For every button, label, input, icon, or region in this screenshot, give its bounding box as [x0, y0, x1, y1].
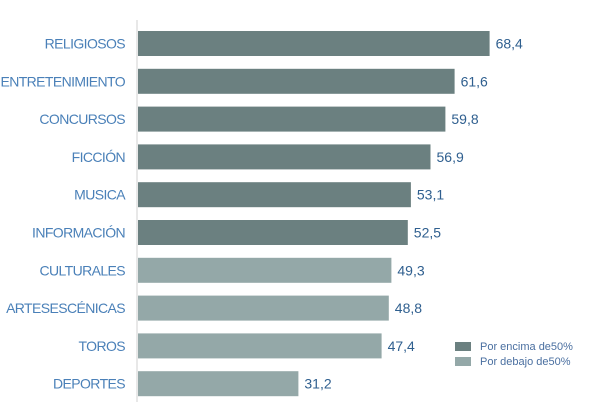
bar-7 [138, 295, 389, 321]
legend: Por encima de50% Por debajo de50% [455, 341, 573, 368]
category-label: ENTRETENIMIENTO [0, 73, 125, 89]
bar-8 [138, 333, 382, 359]
value-label: 59,8 [451, 111, 478, 127]
legend-label-above: Por encima de50% [480, 341, 573, 353]
bar-0 [138, 31, 490, 56]
bar-4 [138, 182, 411, 208]
category-label: RELIGIOSOS [45, 36, 126, 52]
bar-2 [138, 106, 446, 132]
category-label: FICCIÓN [72, 149, 125, 165]
legend-label-below: Por debajo de50% [480, 356, 571, 368]
bars-group: RELIGIOSOS 68,4 ENTRETENIMIENTO 61,6 CONCURS… [0, 31, 523, 397]
value-label: 52,5 [414, 225, 441, 241]
category-label: TOROS [78, 338, 125, 354]
value-label: 31,2 [304, 376, 331, 392]
category-label: INFORMACIÓN [32, 225, 125, 241]
value-label: 56,9 [437, 149, 464, 165]
category-label: DEPORTES [53, 376, 125, 392]
legend-swatch-below [455, 357, 471, 366]
value-label: 61,6 [461, 73, 488, 89]
category-label: CONCURSOS [39, 111, 125, 127]
value-label: 53,1 [417, 187, 444, 203]
bar-1 [138, 68, 455, 94]
bar-3 [138, 144, 431, 170]
value-label: 48,8 [395, 300, 422, 316]
category-label: MUSICA [74, 187, 126, 203]
category-label: CULTURALES [39, 262, 125, 278]
value-label: 49,3 [397, 262, 424, 278]
bar-6 [138, 257, 392, 283]
legend-swatch-above [455, 342, 471, 351]
bar-5 [138, 220, 408, 245]
bar-9 [138, 371, 299, 397]
value-label: 47,4 [388, 338, 415, 354]
value-label: 68,4 [496, 36, 523, 52]
category-label: ARTESESCÉNICAS [6, 300, 125, 316]
